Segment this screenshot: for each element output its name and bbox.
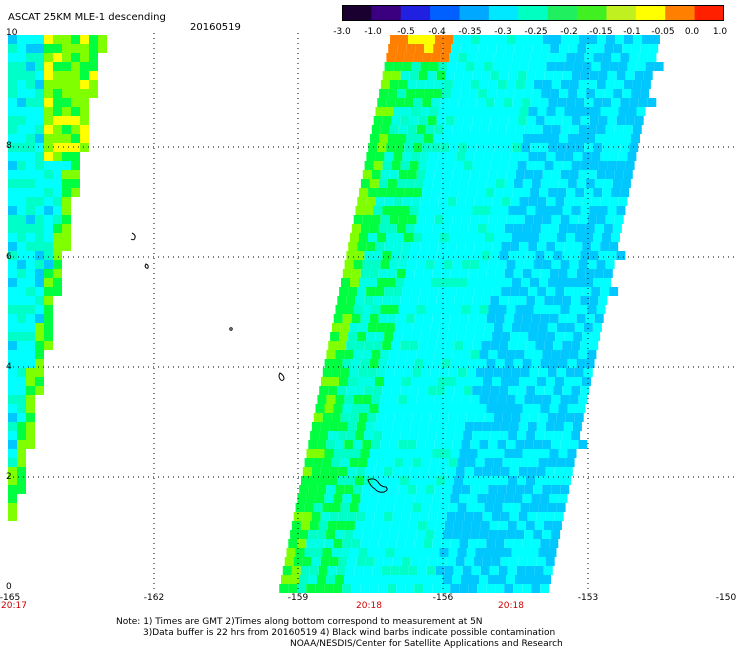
product-title: ASCAT 25KM MLE-1 descending (8, 12, 166, 23)
colorbar-tick-label: -0.5 (397, 27, 415, 37)
time-label: 20:18 (498, 601, 524, 611)
colorbar-segment (459, 5, 490, 21)
note-line-2: 3)Data buffer is 22 hrs from 20160519 4)… (143, 628, 556, 638)
lat-lon-grid (8, 33, 738, 590)
x-tick-label: -150 (715, 593, 737, 603)
colorbar-tick-label: -1.0 (364, 27, 382, 37)
y-tick-label: 6 (6, 252, 12, 262)
x-tick-label: -162 (143, 593, 165, 603)
colorbar-segment (606, 5, 637, 21)
colorbar-tick-label: -0.4 (428, 27, 446, 37)
island-outline (229, 327, 233, 331)
x-tick-label: -165 (0, 593, 21, 603)
colorbar-tick-label: -0.35 (458, 27, 482, 37)
island-outline (130, 232, 136, 241)
colorbar (342, 5, 724, 21)
note-line-3: NOAA/NESDIS/Center for Satellite Applica… (290, 639, 563, 649)
colorbar-segment (577, 5, 608, 21)
time-label: 20:17 (1, 601, 27, 611)
colorbar-segment (430, 5, 461, 21)
colorbar-segment (635, 5, 666, 21)
x-tick-label: -159 (287, 593, 309, 603)
island-outline (144, 263, 149, 269)
colorbar-segment (342, 5, 372, 21)
colorbar-segment (547, 5, 578, 21)
colorbar-segment (400, 5, 431, 21)
y-tick-label: 0 (6, 582, 12, 592)
colorbar-tick-label: 1.0 (712, 27, 728, 37)
colorbar-segment (518, 5, 549, 21)
colorbar-tick-label: -0.15 (589, 27, 613, 37)
colorbar-tick-label: -3.0 (333, 27, 351, 37)
product-date: 20160519 (190, 22, 241, 33)
colorbar-segment (371, 5, 402, 21)
wind-swath-layer (8, 35, 664, 593)
colorbar-tick-label: -0.1 (623, 27, 641, 37)
time-label: 20:18 (356, 601, 382, 611)
colorbar-tick-label: -0.2 (560, 27, 578, 37)
island-outlines (130, 232, 388, 493)
island-outline (367, 478, 388, 493)
x-tick-label: -153 (577, 593, 599, 603)
y-tick-label: 2 (6, 472, 12, 482)
colorbar-tick-label: 0.0 (684, 27, 700, 37)
y-tick-label: 10 (6, 28, 18, 38)
colorbar-segment (694, 5, 724, 21)
y-tick-label: 8 (6, 141, 12, 151)
colorbar-tick-label: -0.3 (494, 27, 512, 37)
colorbar-segment (488, 5, 519, 21)
colorbar-segment (665, 5, 696, 21)
x-tick-label: -156 (432, 593, 454, 603)
island-outline (278, 372, 285, 381)
y-tick-label: 4 (6, 362, 12, 372)
colorbar-tick-label: -0.05 (651, 27, 675, 37)
note-line-1: Note: 1) Times are GMT 2)Times along bot… (116, 617, 483, 627)
colorbar-tick-label: -0.25 (524, 27, 548, 37)
